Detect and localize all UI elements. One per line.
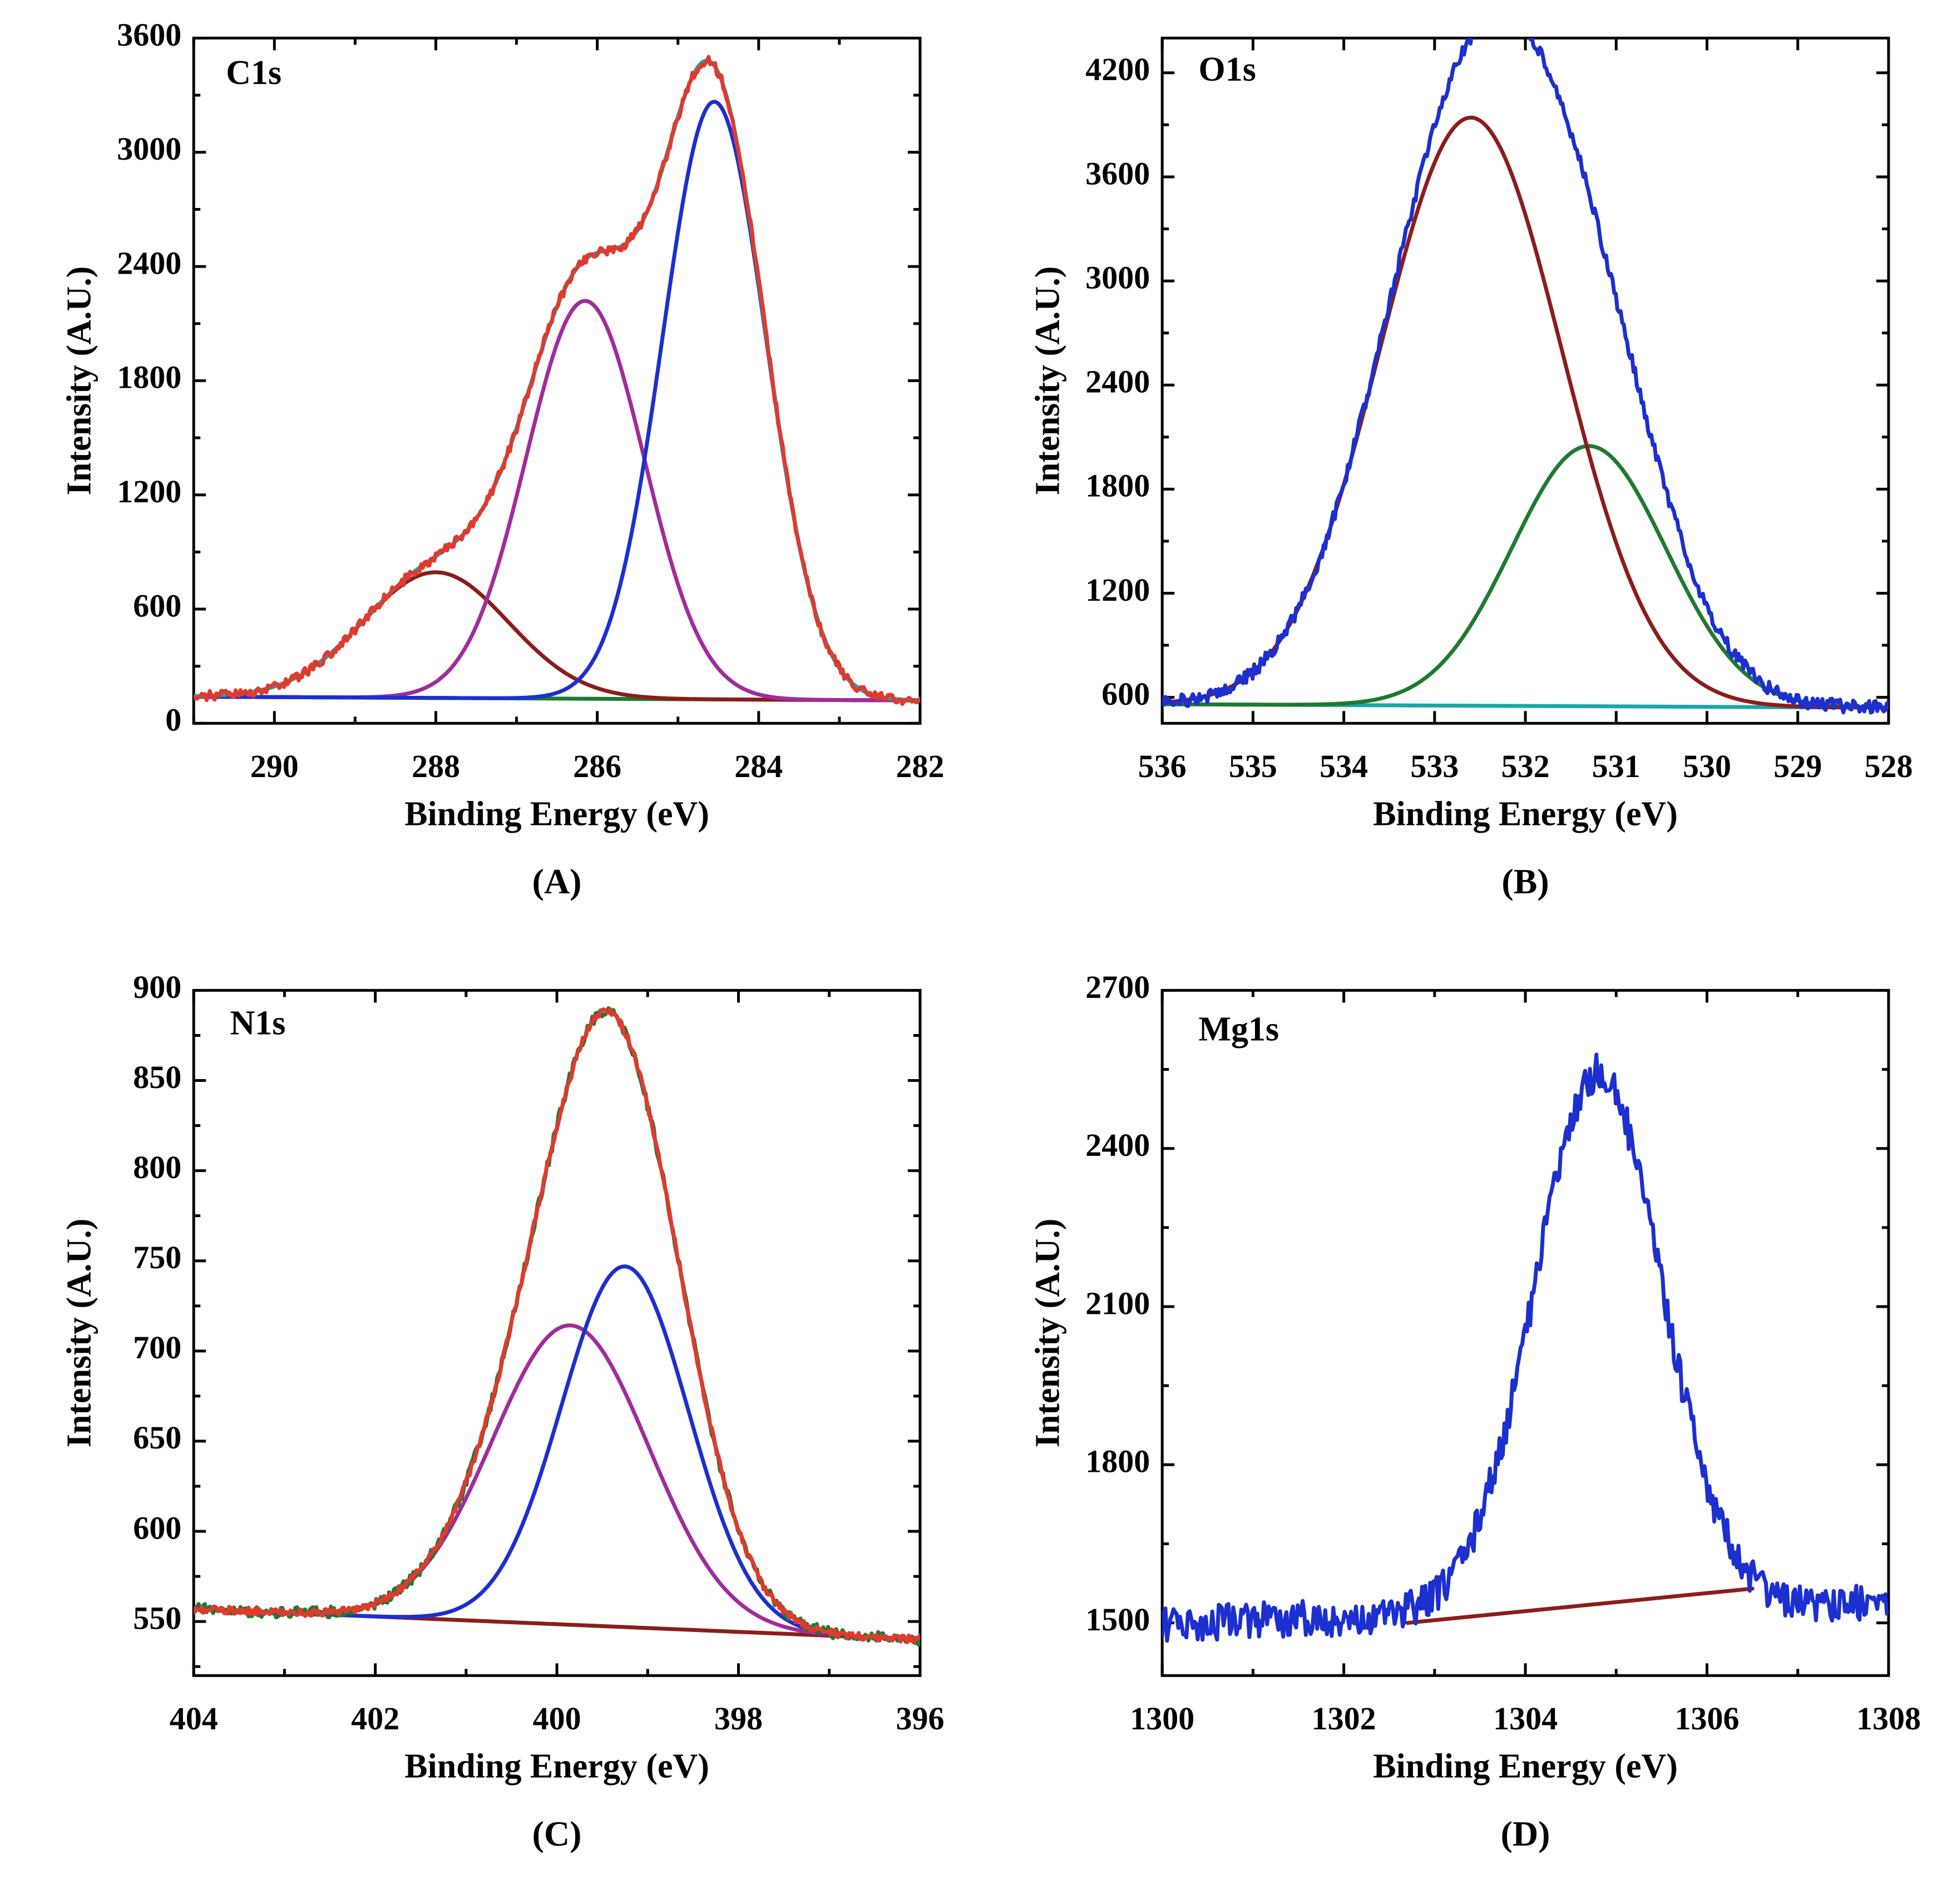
xtick-label: 534 <box>1320 748 1368 784</box>
series-data-red <box>194 1009 920 1643</box>
xtick-label: 402 <box>351 1700 399 1736</box>
ylabel: Intensity (A.U.) <box>1029 1218 1066 1447</box>
xtick-label: 290 <box>250 748 299 784</box>
xlabel: Binding Energy (eV) <box>1373 795 1678 833</box>
ytick-label: 850 <box>133 1059 181 1095</box>
series-group <box>194 57 920 704</box>
ytick-label: 3600 <box>117 17 181 53</box>
ytick-label: 750 <box>133 1239 181 1275</box>
series-group <box>1162 1054 1889 1640</box>
xtick-label: 533 <box>1410 748 1459 784</box>
panel-A: 290 288 286 284 282 0 600 1200 1800 2400 3000 3600 B… <box>0 0 969 952</box>
inner-label: C1s <box>226 54 281 92</box>
series-peak-green <box>1162 446 1889 708</box>
xtick-label: 284 <box>734 748 783 784</box>
inner-label: O1s <box>1198 51 1256 88</box>
caption-D: (D) <box>1481 1813 1570 1854</box>
xtick-label: 1306 <box>1675 1700 1740 1736</box>
ytick-label: 650 <box>133 1420 181 1456</box>
ytick-label: 700 <box>133 1329 181 1366</box>
axis-frame <box>194 38 920 723</box>
ytick-label: 1800 <box>1085 1443 1150 1479</box>
xtick-label: 530 <box>1683 748 1731 784</box>
series-data-blue <box>1162 8 1889 713</box>
caption-C: (C) <box>512 1813 601 1854</box>
ytick-label: 1800 <box>1085 468 1150 504</box>
axis-frame <box>1162 38 1889 723</box>
ytick-label: 3000 <box>1085 259 1150 295</box>
figure-grid: 290 288 286 284 282 0 600 1200 1800 2400 3000 3600 B… <box>0 0 1937 1904</box>
xtick-label: 400 <box>533 1700 581 1736</box>
series-group <box>1162 8 1889 713</box>
ytick-label: 3600 <box>1085 155 1150 191</box>
xlabel: Binding Energy (eV) <box>404 795 709 833</box>
xtick-label: 536 <box>1138 748 1187 784</box>
ytick-label: 2700 <box>1085 968 1150 1005</box>
ytick-label: 2400 <box>1085 1127 1150 1163</box>
cell-C: 404 402 400 398 396 550 600 650 700 750 800 850 900 B… <box>0 952 969 1904</box>
ytick-label: 3000 <box>117 131 181 167</box>
caption-A: (A) <box>512 861 601 902</box>
series-baseline-darkred <box>1407 1589 1752 1623</box>
inner-label: N1s <box>230 1004 285 1042</box>
series-envelope-green <box>194 1008 920 1644</box>
xtick-label: 398 <box>714 1700 763 1736</box>
caption-B: (B) <box>1481 861 1570 902</box>
ytick-label: 900 <box>133 968 181 1005</box>
series-peak-blue <box>194 1266 920 1639</box>
panel-C: 404 402 400 398 396 550 600 650 700 750 800 850 900 B… <box>0 952 969 1904</box>
xlabel: Binding Energy (eV) <box>404 1747 709 1785</box>
axis-frame <box>194 990 920 1675</box>
xtick-label: 282 <box>896 748 944 784</box>
cell-B: 536 535 534 533 532 531 530 529 528 600 1200 1800 24… <box>969 0 1937 952</box>
series-peak-blue <box>194 102 920 700</box>
ytick-label: 550 <box>133 1600 181 1636</box>
ytick-label: 4200 <box>1085 51 1150 87</box>
ytick-label: 2100 <box>1085 1285 1150 1321</box>
xtick-label: 288 <box>412 748 460 784</box>
xtick-label: 528 <box>1864 748 1913 784</box>
xtick-label: 1304 <box>1493 1700 1558 1736</box>
xtick-label: 1308 <box>1856 1700 1921 1736</box>
panel-B: 536 535 534 533 532 531 530 529 528 600 1200 1800 24… <box>969 0 1937 952</box>
ylabel: Intensity (A.U.) <box>1029 266 1066 496</box>
xtick-label: 404 <box>170 1700 218 1736</box>
xtick-label: 396 <box>896 1700 944 1736</box>
ytick-label: 2400 <box>117 245 181 281</box>
series-peak-purple <box>194 1325 920 1639</box>
ytick-label: 2400 <box>1085 364 1150 400</box>
series-data-blue <box>1162 1054 1889 1640</box>
xtick-label: 1302 <box>1312 1700 1376 1736</box>
xtick-label: 532 <box>1501 748 1550 784</box>
cell-A: 290 288 286 284 282 0 600 1200 1800 2400 3000 3600 B… <box>0 0 969 952</box>
ytick-label: 1200 <box>117 473 181 510</box>
ytick-label: 0 <box>165 702 181 738</box>
xtick-label: 531 <box>1592 748 1640 784</box>
xtick-label: 529 <box>1773 748 1822 784</box>
inner-label: Mg1s <box>1198 1010 1279 1048</box>
ytick-label: 1800 <box>117 359 181 395</box>
xtick-label: 286 <box>573 748 621 784</box>
ytick-label: 600 <box>1101 676 1150 712</box>
cell-D: 1300 1302 1304 1306 1308 1500 1800 2100 2400 2700… <box>969 952 1937 1904</box>
series-group <box>194 1008 920 1644</box>
ylabel: Intensity (A.U.) <box>60 1218 98 1447</box>
ytick-label: 600 <box>133 1510 181 1546</box>
ytick-label: 600 <box>133 587 181 624</box>
series-peak-purple <box>194 301 920 700</box>
series-data-red <box>194 57 920 704</box>
ytick-label: 1200 <box>1085 572 1150 608</box>
xlabel: Binding Energy (eV) <box>1373 1747 1678 1785</box>
series-peak-darkred <box>1162 117 1889 708</box>
xtick-label: 1300 <box>1130 1700 1194 1736</box>
ytick-label: 1500 <box>1085 1601 1150 1637</box>
ytick-label: 800 <box>133 1149 181 1185</box>
ylabel: Intensity (A.U.) <box>60 266 98 496</box>
panel-D: 1300 1302 1304 1306 1308 1500 1800 2100 2400 2700… <box>969 952 1937 1904</box>
xtick-label: 535 <box>1229 748 1277 784</box>
